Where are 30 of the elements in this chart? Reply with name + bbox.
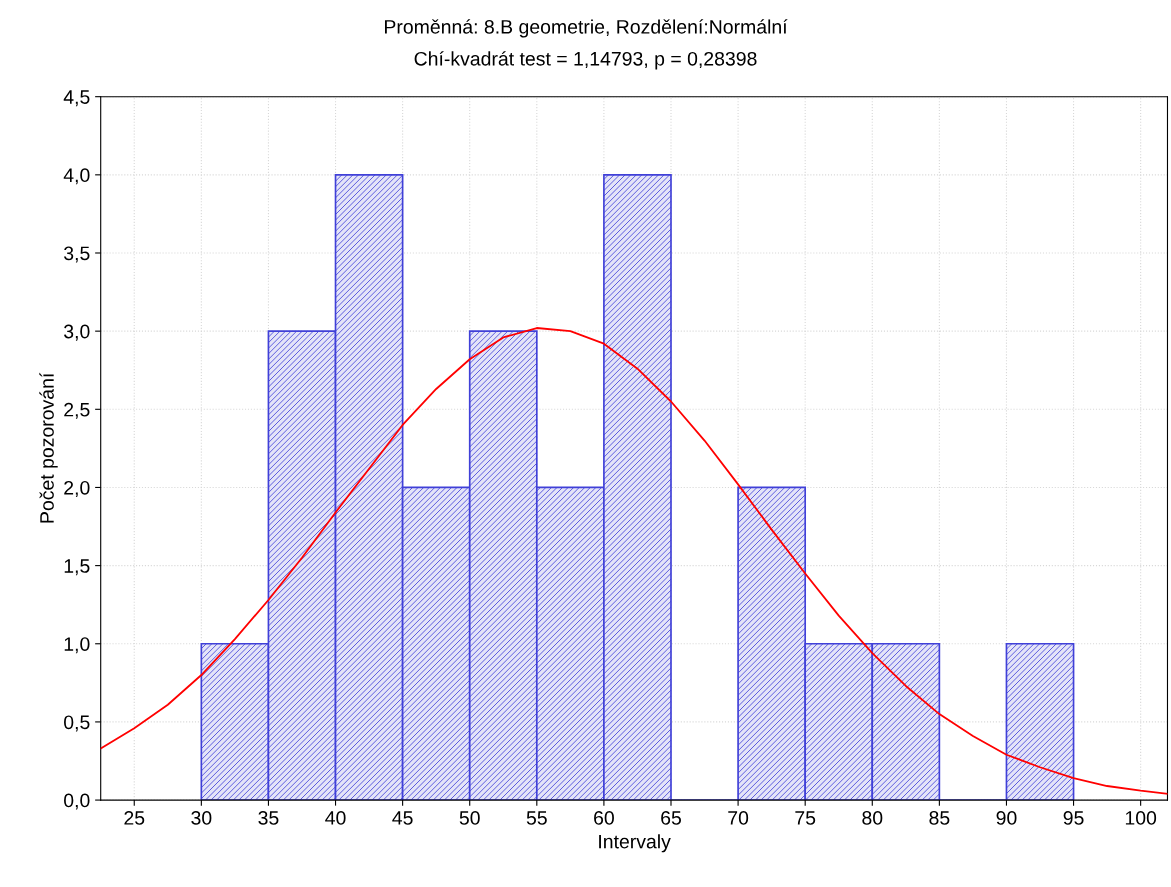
y-tick-label: 2,5 [64, 402, 90, 419]
x-tick-label: 80 [862, 811, 883, 825]
x-tick-label: 70 [728, 811, 749, 825]
y-tick-label: 0,0 [64, 793, 90, 810]
x-tick-label: 90 [996, 811, 1017, 825]
x-tick-label: 40 [325, 811, 346, 825]
x-tick-label: 55 [526, 811, 547, 825]
x-tick-label: 95 [1063, 811, 1084, 825]
y-tick-label: 1,5 [64, 559, 90, 576]
x-axis-title: Intervaly [599, 834, 671, 853]
x-tick-label: 60 [594, 811, 614, 825]
x-tick-label: 50 [459, 811, 480, 825]
y-tick-label: 1,0 [64, 637, 90, 654]
x-tick-label: 100 [1125, 811, 1157, 825]
x-tick-label: 25 [124, 811, 145, 825]
chart-subtitle: Chí-kvadrát test = 1,14793, p = 0,28398 [414, 51, 757, 70]
y-tick-label: 4,5 [63, 90, 90, 107]
y-tick-label: 2,0 [64, 480, 90, 497]
x-tick-label: 65 [661, 811, 681, 825]
x-tick-label: 45 [392, 811, 413, 825]
x-tick-label: 35 [258, 811, 279, 825]
x-tick-label: 75 [795, 811, 816, 825]
y-tick-label: 0,5 [64, 715, 90, 732]
y-tick-label: 3,5 [64, 246, 90, 263]
y-tick-label: 4,0 [63, 168, 90, 185]
y-tick-label: 3,0 [64, 324, 90, 341]
x-tick-label: 85 [929, 811, 950, 825]
chart-title: Proměnná: 8.B geometrie, Rozdělení:Normální [385, 19, 788, 38]
x-tick-label: 30 [191, 811, 212, 825]
y-axis-title: Počet pozorování [39, 372, 58, 523]
